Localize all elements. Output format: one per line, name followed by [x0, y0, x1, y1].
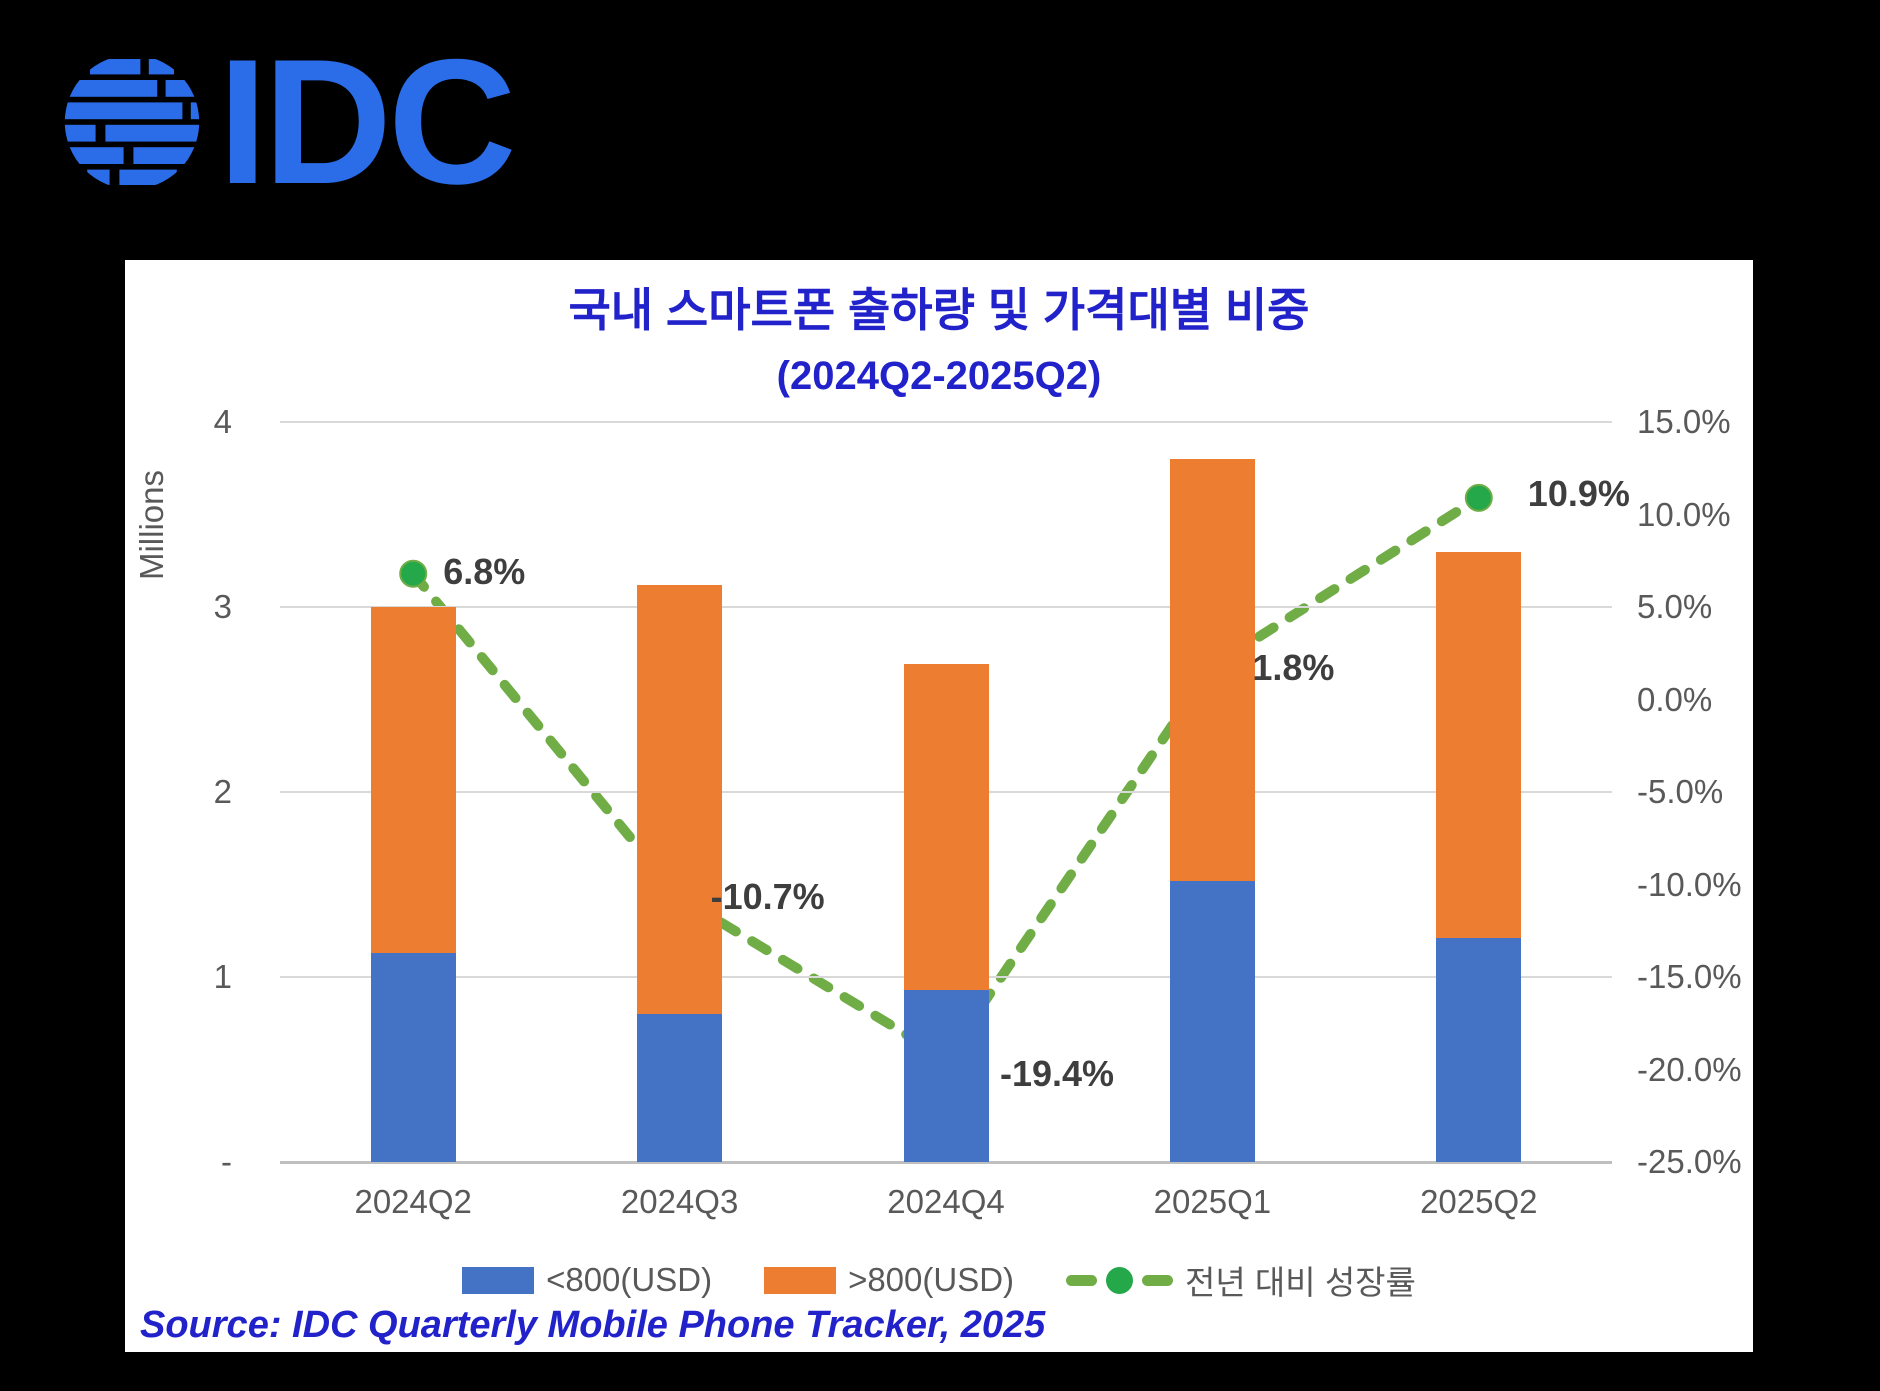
- right-axis-tick-label: 15.0%: [1637, 403, 1731, 440]
- legend-item-over-800: >800(USD): [764, 1261, 1014, 1299]
- left-axis-tick-label: 3: [213, 588, 232, 625]
- bar-segment-over-800: [1169, 459, 1255, 881]
- growth-dot: [1464, 483, 1493, 512]
- legend-label-over-800: >800(USD): [848, 1261, 1015, 1298]
- bar-segment-over-800: [1436, 551, 1522, 939]
- legend-dot-icon: [1106, 1266, 1134, 1294]
- bar-segment-over-800: [370, 607, 456, 953]
- legend-swatch-over-800: [764, 1266, 837, 1294]
- idc-logo: IDC: [62, 22, 517, 221]
- right-axis-tick-label: -20.0%: [1637, 1050, 1742, 1088]
- bar-segment-under-800: [1436, 938, 1522, 1162]
- left-axis-tick-label: 2: [213, 773, 232, 810]
- bar-segment-under-800: [903, 989, 989, 1162]
- x-axis-line: [280, 1161, 1612, 1164]
- legend-dash-icon: [1142, 1274, 1174, 1286]
- right-axis-tick-label: 10.0%: [1637, 495, 1731, 533]
- idc-logo-text: IDC: [218, 22, 517, 221]
- legend-label-under-800: <800(USD): [546, 1261, 713, 1298]
- legend-label-growth: 전년 대비 성장률: [1185, 1264, 1416, 1301]
- bar-segment-over-800: [637, 584, 723, 1014]
- chart-card: 국내 스마트폰 출하량 및 가격대별 비중 (2024Q2-2025Q2) Mi…: [125, 260, 1753, 1352]
- right-axis-tick-label: -25.0%: [1637, 1143, 1742, 1180]
- bar-segment-under-800: [1169, 880, 1255, 1162]
- growth-data-label: 10.9%: [1527, 472, 1630, 514]
- right-axis-tick-label: 0.0%: [1637, 680, 1713, 718]
- growth-data-label: -10.7%: [710, 876, 825, 918]
- x-axis-tick-label: 2025Q1: [1153, 1183, 1272, 1220]
- legend-dash-icon: [1066, 1274, 1098, 1286]
- bar-segment-over-800: [903, 664, 989, 990]
- growth-data-label: 1.8%: [1252, 647, 1335, 689]
- growth-dot: [399, 559, 428, 588]
- right-axis-tick-label: -10.0%: [1637, 865, 1742, 903]
- legend-item-growth: 전년 대비 성장률: [1066, 1256, 1416, 1304]
- chart-subtitle: (2024Q2-2025Q2): [776, 354, 1102, 398]
- source-note: Source: IDC Quarterly Mobile Phone Track…: [140, 1304, 1046, 1346]
- legend: <800(USD) >800(USD) 전년 대비 성장률: [125, 1256, 1753, 1304]
- right-axis-tick-label: -15.0%: [1637, 958, 1742, 995]
- plot-gridline: [280, 606, 1612, 608]
- legend-item-under-800: <800(USD): [462, 1261, 712, 1299]
- plot-gridline: [280, 421, 1612, 423]
- x-axis-tick-label: 2024Q3: [620, 1183, 739, 1220]
- x-axis-tick-label: 2024Q4: [887, 1183, 1005, 1220]
- left-axis-tick-label: -: [221, 1143, 232, 1180]
- left-axis-tick-label: 4: [213, 403, 232, 440]
- x-axis-tick-label: 2025Q2: [1420, 1183, 1538, 1220]
- right-axis-tick-label: -5.0%: [1637, 773, 1724, 810]
- bar-segment-under-800: [637, 1014, 723, 1162]
- x-axis-tick-label: 2024Q2: [354, 1183, 472, 1220]
- growth-data-label: -19.4%: [1000, 1053, 1115, 1095]
- right-axis-tick-label: 5.0%: [1637, 588, 1713, 625]
- chart-title: 국내 스마트폰 출하량 및 가격대별 비중: [568, 284, 1310, 336]
- growth-data-label: 6.8%: [443, 550, 526, 592]
- legend-swatch-under-800: [462, 1266, 535, 1294]
- idc-globe-icon: [64, 59, 200, 185]
- bar-segment-under-800: [370, 952, 456, 1162]
- left-axis-tick-label: 1: [213, 958, 232, 995]
- legend-growth-marker: [1066, 1266, 1174, 1294]
